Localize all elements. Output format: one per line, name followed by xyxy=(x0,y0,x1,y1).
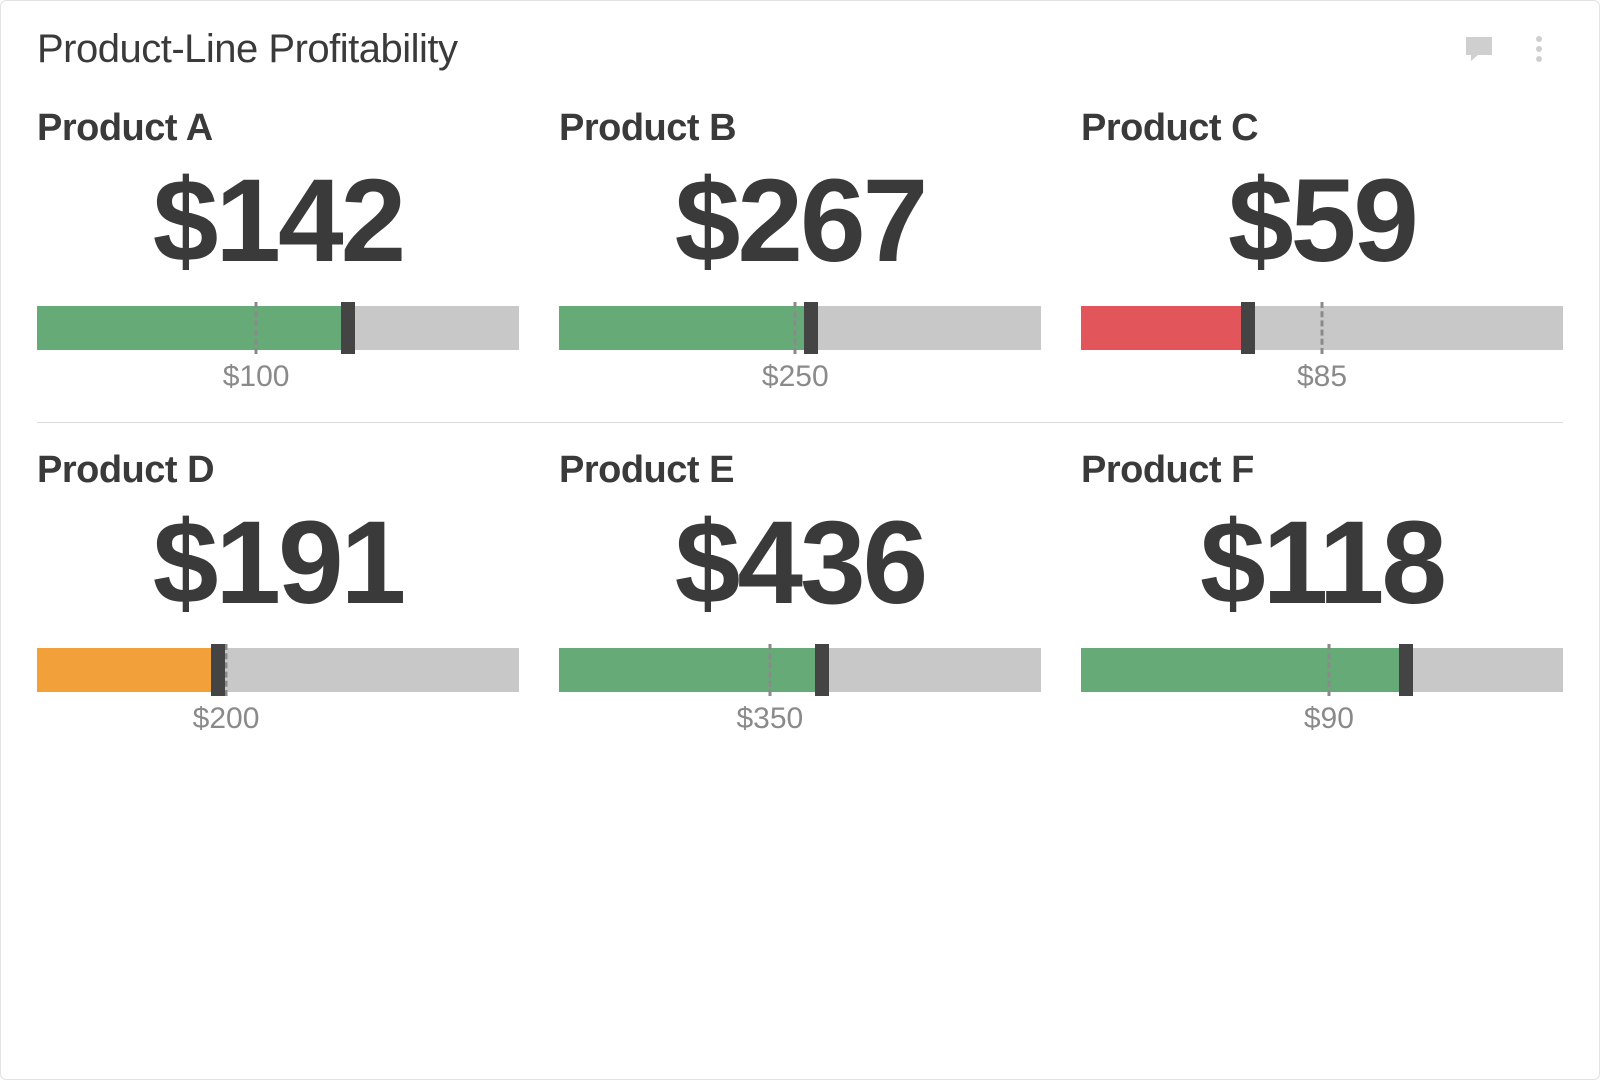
bullet-fill xyxy=(1081,648,1406,692)
bullet-chart xyxy=(37,306,519,350)
bullet-fill xyxy=(37,648,218,692)
bullet-target-label-row: $350 xyxy=(559,702,1041,738)
metric-row: Product D$191$200Product E$436$350Produc… xyxy=(37,449,1563,738)
more-menu-icon[interactable] xyxy=(1523,33,1555,65)
comment-icon[interactable] xyxy=(1463,33,1495,65)
bullet-value-marker xyxy=(815,644,829,696)
bullet-target-marker xyxy=(1327,644,1330,696)
metric-cell: Product D $191 $200 xyxy=(37,449,519,738)
bullet-value-marker xyxy=(341,302,355,354)
row-divider xyxy=(37,422,1563,423)
bullet-target-label: $350 xyxy=(737,702,804,736)
bullet-target-marker xyxy=(768,644,771,696)
bullet-chart xyxy=(559,306,1041,350)
product-name: Product C xyxy=(1081,107,1563,150)
metric-cell: Product E $436 $350 xyxy=(559,449,1041,738)
bullet-target-marker xyxy=(255,302,258,354)
bullet-target-marker xyxy=(1321,302,1324,354)
metric-cell: Product C $59 $85 xyxy=(1081,107,1563,396)
bullet-value-marker xyxy=(211,644,225,696)
bullet-target-marker xyxy=(794,302,797,354)
bullet-fill xyxy=(559,306,811,350)
metric-row: Product A$142$100Product B$267$250Produc… xyxy=(37,107,1563,396)
bullet-target-label: $90 xyxy=(1304,702,1354,736)
product-name: Product B xyxy=(559,107,1041,150)
metric-cell: Product F $118 $90 xyxy=(1081,449,1563,738)
bullet-value-marker xyxy=(1241,302,1255,354)
bullet-target-label-row: $100 xyxy=(37,360,519,396)
dashboard-tile: Product-Line Profitability Product A $142… xyxy=(0,0,1600,1080)
bullet-target-marker xyxy=(225,644,228,696)
bullet-chart xyxy=(559,648,1041,692)
product-name: Product D xyxy=(37,449,519,492)
bullet-target-label-row: $200 xyxy=(37,702,519,738)
tile-actions xyxy=(1463,33,1563,65)
metric-cell: Product A $142 $100 xyxy=(37,107,519,396)
bullet-target-label: $200 xyxy=(193,702,260,736)
metric-value: $267 xyxy=(559,160,1041,284)
bullet-target-label-row: $85 xyxy=(1081,360,1563,396)
bullet-value-marker xyxy=(804,302,818,354)
product-name: Product E xyxy=(559,449,1041,492)
tile-header: Product-Line Profitability xyxy=(37,21,1563,77)
bullet-chart xyxy=(37,648,519,692)
metric-grid: Product A$142$100Product B$267$250Produc… xyxy=(37,107,1563,738)
metric-value: $142 xyxy=(37,160,519,284)
product-name: Product F xyxy=(1081,449,1563,492)
metric-value: $436 xyxy=(559,502,1041,626)
bullet-fill xyxy=(37,306,348,350)
bullet-target-label-row: $250 xyxy=(559,360,1041,396)
metric-value: $191 xyxy=(37,502,519,626)
tile-title: Product-Line Profitability xyxy=(37,27,458,72)
bullet-chart xyxy=(1081,306,1563,350)
bullet-target-label-row: $90 xyxy=(1081,702,1563,738)
bullet-value-marker xyxy=(1399,644,1413,696)
metric-cell: Product B $267 $250 xyxy=(559,107,1041,396)
bullet-target-label: $100 xyxy=(223,360,290,394)
product-name: Product A xyxy=(37,107,519,150)
bullet-fill xyxy=(1081,306,1248,350)
metric-value: $59 xyxy=(1081,160,1563,284)
bullet-chart xyxy=(1081,648,1563,692)
bullet-fill xyxy=(559,648,822,692)
metric-value: $118 xyxy=(1081,502,1563,626)
bullet-target-label: $85 xyxy=(1297,360,1347,394)
bullet-target-label: $250 xyxy=(762,360,829,394)
